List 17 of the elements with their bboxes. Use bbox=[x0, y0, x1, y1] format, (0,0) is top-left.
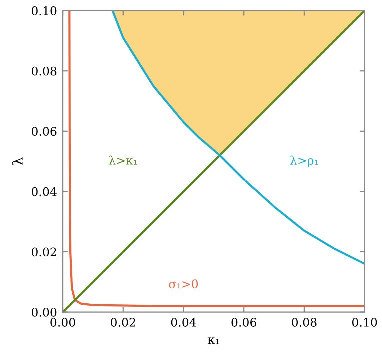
annotation: σ₁>0 bbox=[169, 280, 198, 289]
y-tick-label: 0.00 bbox=[32, 308, 57, 317]
x-tick-label: 0.06 bbox=[232, 318, 256, 327]
x-tick-label: 0.08 bbox=[292, 318, 317, 327]
annotation: λ>ρ₁ bbox=[290, 156, 318, 168]
x-tick-label: 0.10 bbox=[352, 318, 378, 327]
y-tick-label: 0.06 bbox=[32, 127, 57, 136]
annotation: λ>κ₁ bbox=[109, 156, 138, 165]
y-tick-label: 0.10 bbox=[32, 6, 57, 16]
x-tick-label: 0.02 bbox=[111, 318, 136, 327]
y-tick-label: 0.02 bbox=[32, 248, 56, 257]
y-axis-title: λ bbox=[12, 158, 23, 166]
x-axis-title: κ₁ bbox=[208, 338, 220, 344]
x-tick-label: 0.00 bbox=[50, 318, 76, 327]
y-tick-label: 0.04 bbox=[32, 187, 57, 196]
y-tick-label: 0.08 bbox=[32, 66, 57, 76]
x-tick-label: 0.04 bbox=[171, 318, 196, 327]
